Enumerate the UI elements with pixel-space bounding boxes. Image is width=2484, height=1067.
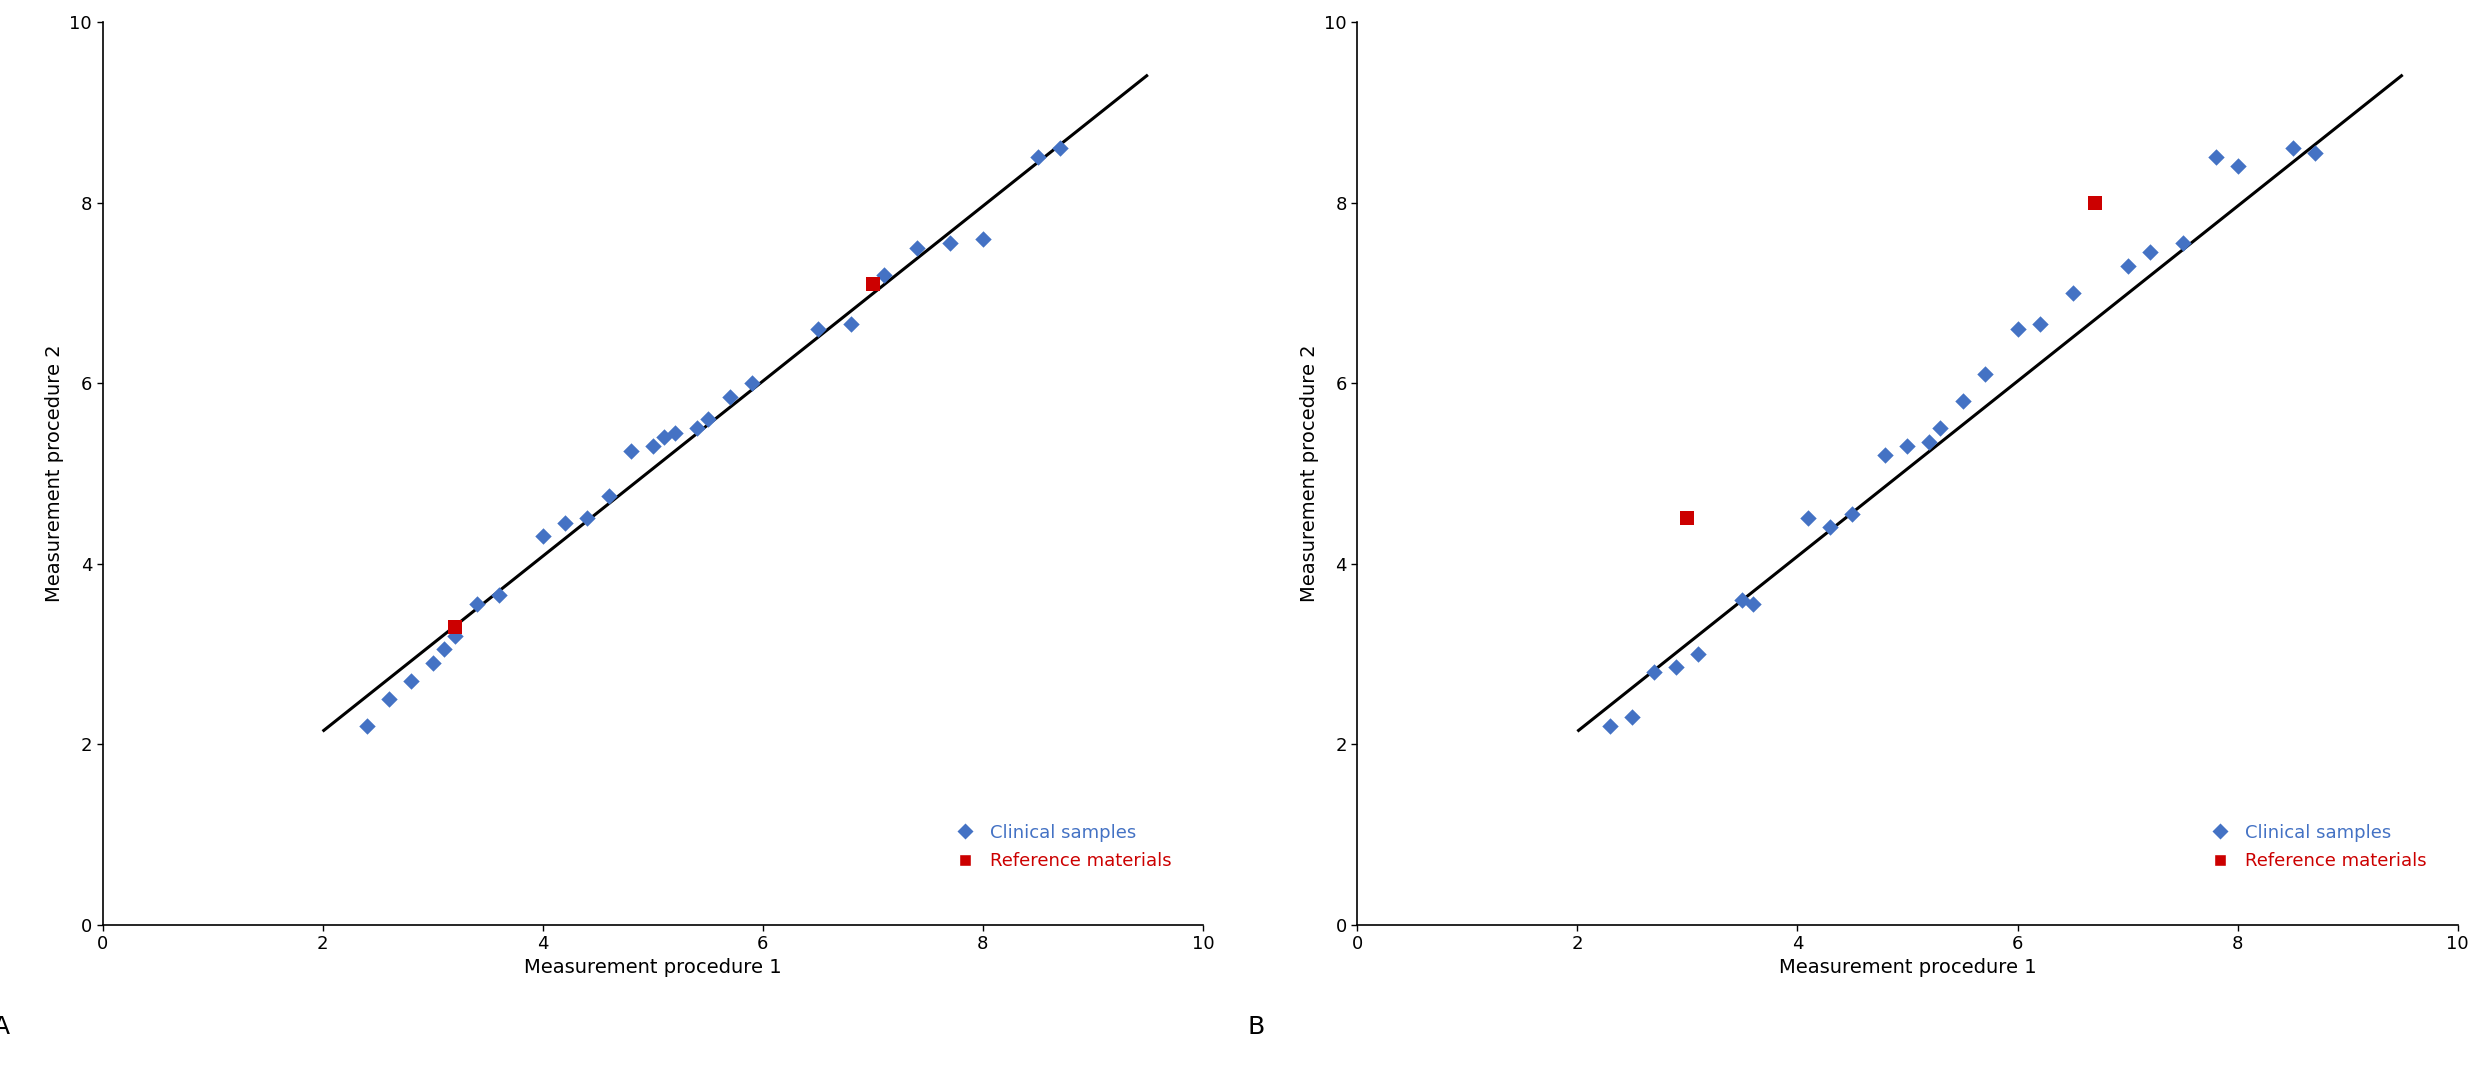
Point	[348, 717, 388, 734]
Point	[2129, 243, 2169, 260]
Point	[368, 690, 407, 707]
Point	[633, 437, 673, 455]
Point	[1920, 419, 1960, 436]
X-axis label: Measurement procedure 1: Measurement procedure 1	[524, 958, 782, 977]
Legend: Clinical samples, Reference materials: Clinical samples, Reference materials	[946, 824, 1172, 871]
Point	[688, 411, 728, 428]
Point	[457, 595, 497, 612]
Point	[1018, 148, 1058, 165]
Legend: Clinical samples, Reference materials: Clinical samples, Reference materials	[2201, 824, 2427, 871]
Point	[390, 672, 430, 689]
Point	[643, 429, 683, 446]
Point	[2019, 316, 2059, 333]
Point	[1811, 519, 1851, 536]
Point	[2074, 194, 2114, 211]
Point	[479, 587, 519, 604]
Point	[425, 640, 465, 657]
Point	[2295, 144, 2335, 161]
Point	[566, 510, 606, 527]
Y-axis label: Measurement procedure 2: Measurement procedure 2	[1299, 345, 1319, 602]
Point	[2218, 158, 2258, 175]
Point	[1942, 393, 1982, 410]
Point	[1679, 646, 1719, 663]
Point	[2196, 148, 2236, 165]
Point	[2109, 257, 2149, 274]
Point	[2164, 235, 2203, 252]
Point	[1612, 708, 1652, 726]
Point	[1910, 433, 1950, 450]
Point	[1734, 595, 1774, 612]
Point	[1788, 510, 1828, 527]
Point	[611, 442, 651, 459]
Point	[864, 266, 904, 283]
Point	[589, 488, 628, 505]
Point	[929, 235, 969, 252]
Point	[2052, 284, 2092, 301]
Point	[1997, 320, 2037, 337]
Point	[797, 320, 837, 337]
Point	[676, 419, 715, 436]
Point	[1888, 437, 1928, 455]
Point	[1865, 447, 1905, 464]
Point	[710, 388, 750, 405]
Point	[1833, 506, 1873, 523]
Point	[1657, 658, 1697, 675]
Point	[412, 654, 452, 671]
Point	[435, 618, 474, 635]
Y-axis label: Measurement procedure 2: Measurement procedure 2	[45, 345, 65, 602]
Point	[1667, 510, 1707, 527]
Point	[1634, 664, 1674, 681]
Point	[832, 316, 872, 333]
X-axis label: Measurement procedure 1: Measurement procedure 1	[1779, 958, 2037, 977]
Point	[1721, 591, 1761, 608]
Point	[733, 375, 773, 392]
Point	[964, 230, 1004, 248]
Text: A: A	[0, 1015, 10, 1039]
Point	[1041, 140, 1081, 157]
Text: B: B	[1247, 1015, 1264, 1039]
Point	[897, 239, 936, 256]
Point	[435, 627, 474, 644]
Point	[656, 424, 696, 441]
Point	[1590, 717, 1630, 734]
Point	[522, 528, 561, 545]
Point	[852, 275, 892, 292]
Point	[1965, 365, 2005, 382]
Point	[2273, 140, 2313, 157]
Point	[544, 514, 584, 531]
